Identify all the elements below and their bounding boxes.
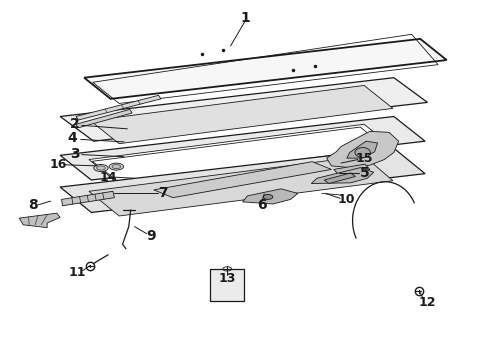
Polygon shape	[89, 156, 393, 216]
Polygon shape	[89, 124, 393, 183]
Polygon shape	[311, 168, 374, 184]
Polygon shape	[60, 148, 425, 212]
Text: 9: 9	[147, 229, 156, 243]
Ellipse shape	[112, 165, 121, 169]
Polygon shape	[347, 141, 377, 158]
Polygon shape	[90, 85, 393, 144]
Polygon shape	[154, 162, 331, 198]
Text: 6: 6	[257, 198, 267, 212]
Ellipse shape	[109, 163, 123, 170]
Text: 12: 12	[419, 296, 436, 309]
Text: 2: 2	[70, 117, 79, 131]
Polygon shape	[334, 164, 370, 175]
Text: 14: 14	[99, 171, 117, 184]
Ellipse shape	[263, 194, 273, 199]
Ellipse shape	[355, 148, 370, 157]
Text: 8: 8	[28, 198, 38, 212]
Text: 16: 16	[50, 158, 67, 171]
Polygon shape	[60, 117, 425, 180]
Polygon shape	[84, 39, 447, 99]
Bar	[210, 269, 244, 301]
Polygon shape	[19, 213, 60, 228]
Text: 4: 4	[67, 131, 77, 145]
Ellipse shape	[94, 165, 108, 171]
Polygon shape	[60, 78, 427, 141]
Text: 10: 10	[337, 193, 355, 206]
Polygon shape	[76, 95, 161, 120]
Text: 11: 11	[68, 266, 86, 279]
Polygon shape	[76, 109, 132, 128]
Ellipse shape	[97, 166, 105, 170]
Polygon shape	[324, 173, 355, 184]
Text: 1: 1	[240, 11, 250, 25]
Text: 7: 7	[159, 186, 168, 201]
Polygon shape	[327, 131, 399, 168]
Polygon shape	[243, 189, 298, 204]
Text: 15: 15	[355, 152, 373, 165]
Text: 13: 13	[218, 271, 235, 284]
Text: 3: 3	[70, 147, 79, 161]
Polygon shape	[62, 191, 114, 206]
Text: 5: 5	[360, 166, 370, 180]
